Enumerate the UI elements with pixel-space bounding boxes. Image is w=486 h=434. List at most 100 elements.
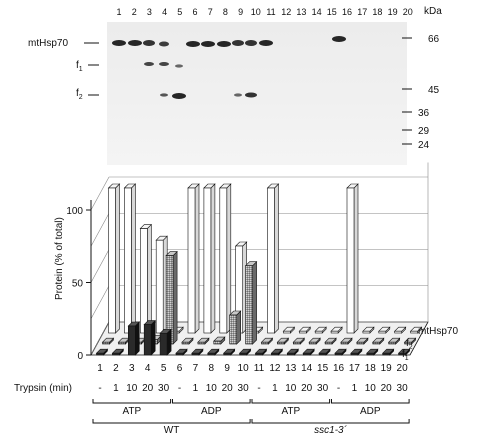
bar-front xyxy=(350,352,359,356)
x-tick-label: 11 xyxy=(254,363,265,374)
bar-f2 xyxy=(213,336,226,345)
condition-bracket xyxy=(92,399,172,404)
lane-number: 19 xyxy=(388,7,398,17)
x-tick-label: 20 xyxy=(397,363,409,374)
bar-front xyxy=(318,352,327,356)
bar-front xyxy=(223,352,231,356)
strain-label: WT xyxy=(164,425,180,434)
bar-f2 xyxy=(403,337,417,345)
x-tick-labels: 1 2 3 4 5 6 7 8 9 10 11 12 13 14 15 16 17 18 19 20 xyxy=(97,363,408,374)
mthsp70-band-label: mtHsp70 xyxy=(28,38,68,49)
bar-f1 xyxy=(159,328,172,356)
trypsin-value: 1 xyxy=(113,383,119,394)
x-tick-label: 14 xyxy=(301,363,313,374)
bar-front xyxy=(112,352,120,356)
lane-number: 14 xyxy=(312,7,322,17)
gel-band-f1 xyxy=(144,62,154,66)
bar-front xyxy=(404,341,412,345)
bar-front xyxy=(267,187,275,334)
bar-front xyxy=(245,265,253,345)
bar-front xyxy=(378,330,387,334)
series-label-f1: f1 xyxy=(402,349,409,362)
x-tick-label: 12 xyxy=(269,363,281,374)
lane-number: 11 xyxy=(266,7,275,17)
bar-mthsp70 xyxy=(123,183,137,334)
gridline-side xyxy=(90,176,110,211)
f2-band-label: f2 xyxy=(76,88,83,101)
x-tick-label: 1 xyxy=(97,363,103,374)
bar-front xyxy=(298,330,307,334)
bar-side xyxy=(166,328,172,356)
bar-front xyxy=(213,340,222,345)
bar-mthsp70 xyxy=(409,326,423,334)
gel-band-f2 xyxy=(160,93,168,97)
lane-number: 20 xyxy=(403,7,413,17)
bar-front xyxy=(261,341,269,345)
bar-f1 xyxy=(254,348,268,356)
bar-front xyxy=(96,352,104,356)
x-tick-label: 17 xyxy=(349,363,361,374)
bar-front xyxy=(155,239,164,334)
condition-label: ATP xyxy=(122,406,141,417)
lane-number: 13 xyxy=(296,7,306,17)
bar-mthsp70 xyxy=(346,183,359,334)
bar-front xyxy=(229,314,237,345)
gel-bands xyxy=(112,36,346,99)
gel-band-mthsp70 xyxy=(332,36,346,42)
trypsin-value: 10 xyxy=(126,383,138,394)
bar-front xyxy=(283,330,291,334)
trypsin-value: 20 xyxy=(301,383,313,394)
x-tick-label: 15 xyxy=(317,363,329,374)
bar-chart: 0 50 100 Protein (% of total) mtHsp70 f2 f… xyxy=(14,162,458,434)
bar-mthsp70 xyxy=(139,223,153,334)
condition-label: ADP xyxy=(201,406,222,417)
condition-brackets: ATP ADP ATP ADP WT ssc1-3´ xyxy=(92,399,410,434)
bar-front xyxy=(203,187,212,334)
bar-front xyxy=(362,330,371,334)
bar-front xyxy=(175,352,184,356)
lane-number: 9 xyxy=(238,7,243,17)
bar-mthsp70 xyxy=(155,235,168,334)
mw-marker-24: 24 xyxy=(402,140,430,151)
x-tick-label: 7 xyxy=(193,363,199,374)
bar-f2 xyxy=(228,310,242,345)
bar-front xyxy=(356,341,365,345)
bar-side xyxy=(252,260,257,345)
mw-marker-label: 29 xyxy=(418,126,430,137)
mw-marker-label: 66 xyxy=(428,34,440,45)
gridline-side xyxy=(90,285,110,319)
gridline-side xyxy=(90,213,110,247)
trypsin-value: 1 xyxy=(352,383,358,394)
bar-f1 xyxy=(270,348,284,356)
bar-f2 xyxy=(324,337,337,345)
bar-front xyxy=(181,341,190,345)
gel-band-mthsp70 xyxy=(259,40,273,46)
bar-mthsp70 xyxy=(107,183,121,334)
bar-f2 xyxy=(244,260,258,345)
bar-front xyxy=(382,352,391,356)
gel-image xyxy=(107,22,407,165)
bar-mthsp70 xyxy=(298,326,312,334)
bar-side xyxy=(172,250,178,345)
bar-front xyxy=(124,187,132,334)
x-tick-label: 5 xyxy=(161,363,167,374)
lane-number: 4 xyxy=(162,7,167,17)
f1-band-label: f1 xyxy=(76,60,83,73)
gel-band-f2 xyxy=(234,93,242,97)
bar-front xyxy=(398,352,406,356)
bar-f1 xyxy=(127,321,141,356)
condition-bracket xyxy=(172,399,251,404)
bar-f1 xyxy=(191,348,204,356)
lane-number: 18 xyxy=(372,7,382,17)
bar-side xyxy=(131,183,136,334)
trypsin-label: Trypsin (min) xyxy=(14,383,72,394)
bar-front xyxy=(191,352,200,356)
x-tick-label: 3 xyxy=(129,363,135,374)
lane-number: 5 xyxy=(177,7,182,17)
bar-side xyxy=(353,183,359,334)
bar-mthsp70 xyxy=(362,326,375,334)
trypsin-value: 1 xyxy=(272,383,278,394)
bar-front xyxy=(324,341,333,345)
bar-f2 xyxy=(308,337,321,345)
bar-f1 xyxy=(238,348,252,356)
